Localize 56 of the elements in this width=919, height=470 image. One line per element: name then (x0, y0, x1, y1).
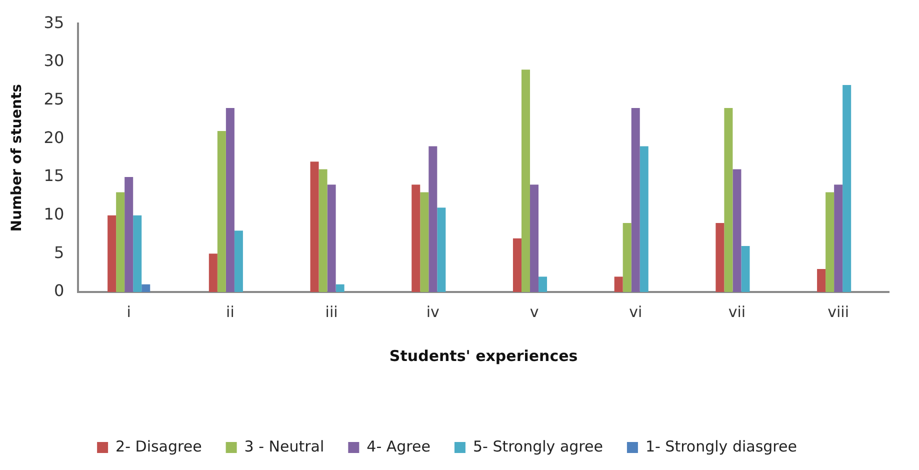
bar (741, 246, 750, 292)
bar (724, 108, 733, 292)
x-tick-label: i (126, 302, 131, 321)
y-tick-label: 20 (44, 128, 64, 147)
bar (538, 276, 548, 292)
bar (142, 284, 150, 292)
bar (217, 130, 226, 292)
legend-label: 1- Strongly diasgree (645, 437, 797, 456)
x-tick-label: ii (226, 302, 234, 321)
bar (133, 215, 142, 292)
bar (732, 169, 742, 292)
bar (512, 238, 522, 292)
y-tick-label: 0 (54, 281, 64, 300)
legend-label: 5- Strongly agree (472, 437, 603, 456)
bar (631, 108, 640, 292)
legend-label: 4- Agree (366, 437, 430, 456)
y-tick-label: 15 (44, 166, 64, 186)
bar (208, 254, 218, 292)
y-tick-label: 25 (44, 89, 64, 108)
bar (521, 70, 530, 292)
bar (622, 222, 632, 292)
y-tick-label: 30 (44, 51, 64, 70)
bar (530, 184, 539, 292)
y-tick-label: 10 (44, 204, 64, 224)
bar (834, 184, 843, 292)
bar (716, 222, 724, 292)
x-tick-label: vii (728, 302, 746, 321)
bar (428, 146, 438, 292)
legend-label: 2- Disagree (116, 437, 202, 456)
x-tick-label: iv (426, 302, 440, 321)
bar (124, 176, 134, 292)
bar (826, 192, 834, 292)
bar (420, 192, 429, 292)
x-tick-label: vi (629, 302, 642, 321)
x-tick-label: viii (828, 302, 850, 321)
bar (226, 108, 234, 292)
bar (412, 184, 420, 292)
y-tick-label: 35 (44, 12, 64, 32)
x-axis-title: Students' experiences (389, 346, 578, 365)
bar (108, 215, 116, 292)
x-tick-label: iii (325, 302, 338, 321)
bar (614, 276, 623, 292)
y-axis-title: Number of stuents (9, 84, 26, 232)
bar (310, 162, 319, 292)
bar (817, 268, 826, 292)
y-tick-label: 5 (54, 242, 64, 262)
legend-label: 3 - Neutral (244, 437, 324, 456)
bar (327, 184, 336, 292)
bar (437, 208, 446, 292)
bar (318, 169, 328, 292)
bar (234, 230, 243, 292)
bar (640, 146, 648, 292)
bar (116, 192, 125, 292)
bar (336, 284, 344, 292)
bar (842, 84, 852, 292)
x-tick-label: v (530, 302, 539, 321)
